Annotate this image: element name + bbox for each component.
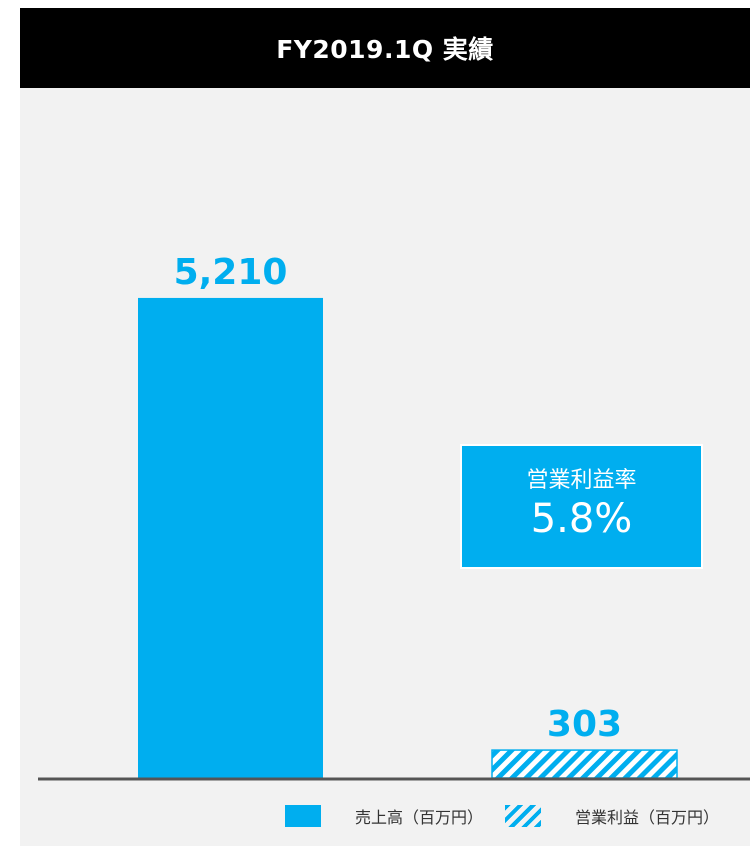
data-label-sales: 5,210 <box>174 252 288 293</box>
operating-margin-title: 営業利益率 <box>526 468 637 493</box>
legend-label-sales: 売上高（百万円） <box>355 808 484 827</box>
legend-swatch-operating-profit <box>505 805 542 827</box>
legend-swatch-sales <box>285 805 321 827</box>
bar-chart: 5,210 303 <box>38 252 750 781</box>
chart-panel: FY2019.1Q 実績 5,210 303 営業利益率 5.8% 売上高（百万円… <box>20 8 750 846</box>
bar-sales <box>138 297 323 778</box>
bar-operating-profit <box>491 749 678 779</box>
data-label-operating-profit: 303 <box>547 704 622 745</box>
operating-margin-box: 営業利益率 5.8% <box>460 444 703 569</box>
legend: 売上高（百万円） 営業利益（百万円） <box>285 803 719 829</box>
legend-label-operating-profit: 営業利益（百万円） <box>575 808 720 827</box>
operating-margin-value: 5.8% <box>530 496 633 542</box>
page-title: FY2019.1Q 実績 <box>20 8 750 88</box>
